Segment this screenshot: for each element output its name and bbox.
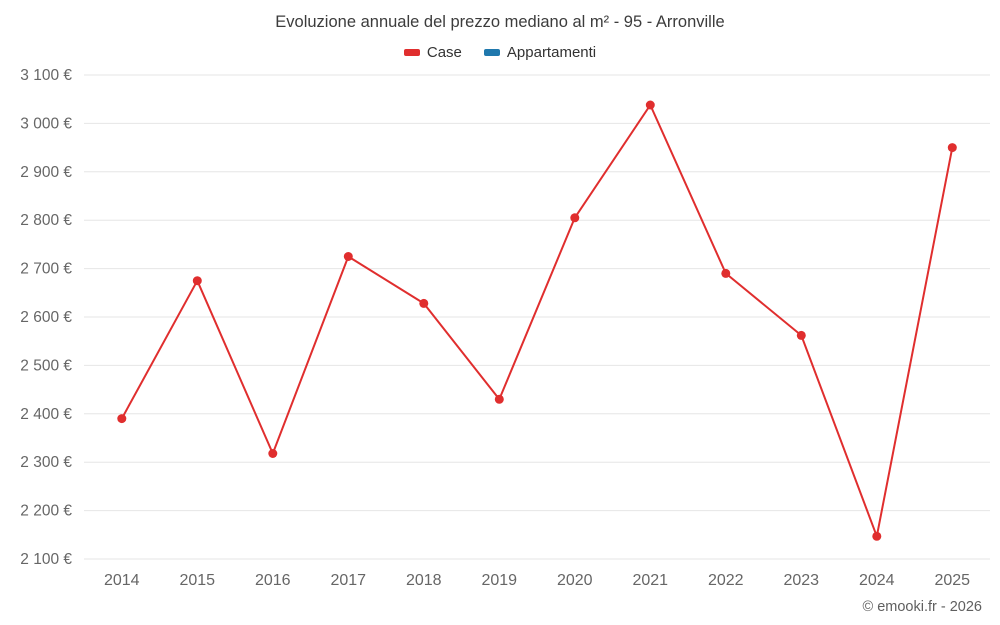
y-axis-label: 2 200 € bbox=[20, 503, 72, 520]
legend-label-appartamenti: Appartamenti bbox=[506, 44, 597, 61]
x-axis-label: 2018 bbox=[406, 572, 442, 589]
y-axis-label: 2 300 € bbox=[20, 454, 72, 471]
footer-credit: © emooki.fr - 2026 bbox=[862, 599, 982, 615]
x-axis-label: 2024 bbox=[859, 572, 895, 589]
series-line-case bbox=[120, 104, 954, 538]
data-point[interactable] bbox=[570, 213, 580, 223]
appartamenti-series-marker-icon bbox=[483, 49, 500, 56]
x-axis-label: 2017 bbox=[330, 572, 366, 589]
y-axis-label: 2 100 € bbox=[20, 551, 72, 568]
x-axis-label: 2020 bbox=[557, 572, 593, 589]
x-axis-label: 2015 bbox=[179, 572, 215, 589]
case-series-marker-icon bbox=[403, 49, 420, 56]
data-point[interactable] bbox=[947, 143, 957, 153]
data-point[interactable] bbox=[494, 394, 504, 404]
data-point[interactable] bbox=[796, 330, 806, 340]
data-point[interactable] bbox=[268, 449, 278, 458]
data-point[interactable] bbox=[419, 298, 429, 308]
data-point[interactable] bbox=[117, 414, 127, 424]
x-axis-label: 2021 bbox=[632, 572, 668, 589]
legend: Case Appartamenti bbox=[0, 44, 1000, 61]
data-point[interactable] bbox=[872, 531, 882, 541]
data-point[interactable] bbox=[343, 252, 353, 261]
legend-item-appartamenti[interactable]: Appartamenti bbox=[483, 44, 597, 61]
x-axis-label: 2019 bbox=[481, 572, 517, 589]
data-point[interactable] bbox=[645, 100, 655, 110]
x-axis-label: 2016 bbox=[255, 572, 291, 589]
x-axis-label: 2025 bbox=[934, 572, 970, 589]
y-axis-label: 3 000 € bbox=[20, 115, 72, 132]
y-axis-label: 2 700 € bbox=[20, 261, 72, 278]
x-axis-label: 2014 bbox=[104, 572, 140, 589]
y-axis-label: 3 100 € bbox=[20, 67, 72, 84]
chart-title: Evoluzione annuale del prezzo mediano al… bbox=[275, 13, 725, 31]
y-axis-label: 2 400 € bbox=[20, 406, 72, 423]
legend-label-case: Case bbox=[426, 44, 462, 61]
x-axis-label: 2022 bbox=[708, 572, 744, 589]
y-axis-label: 2 500 € bbox=[20, 357, 72, 374]
data-point[interactable] bbox=[721, 268, 731, 278]
data-point[interactable] bbox=[192, 276, 202, 286]
x-axis-label: 2023 bbox=[783, 572, 819, 589]
y-axis-label: 2 800 € bbox=[20, 212, 72, 229]
y-axis-label: 2 900 € bbox=[20, 164, 72, 181]
y-axis-label: 2 600 € bbox=[20, 309, 72, 326]
legend-item-case[interactable]: Case bbox=[403, 44, 462, 61]
